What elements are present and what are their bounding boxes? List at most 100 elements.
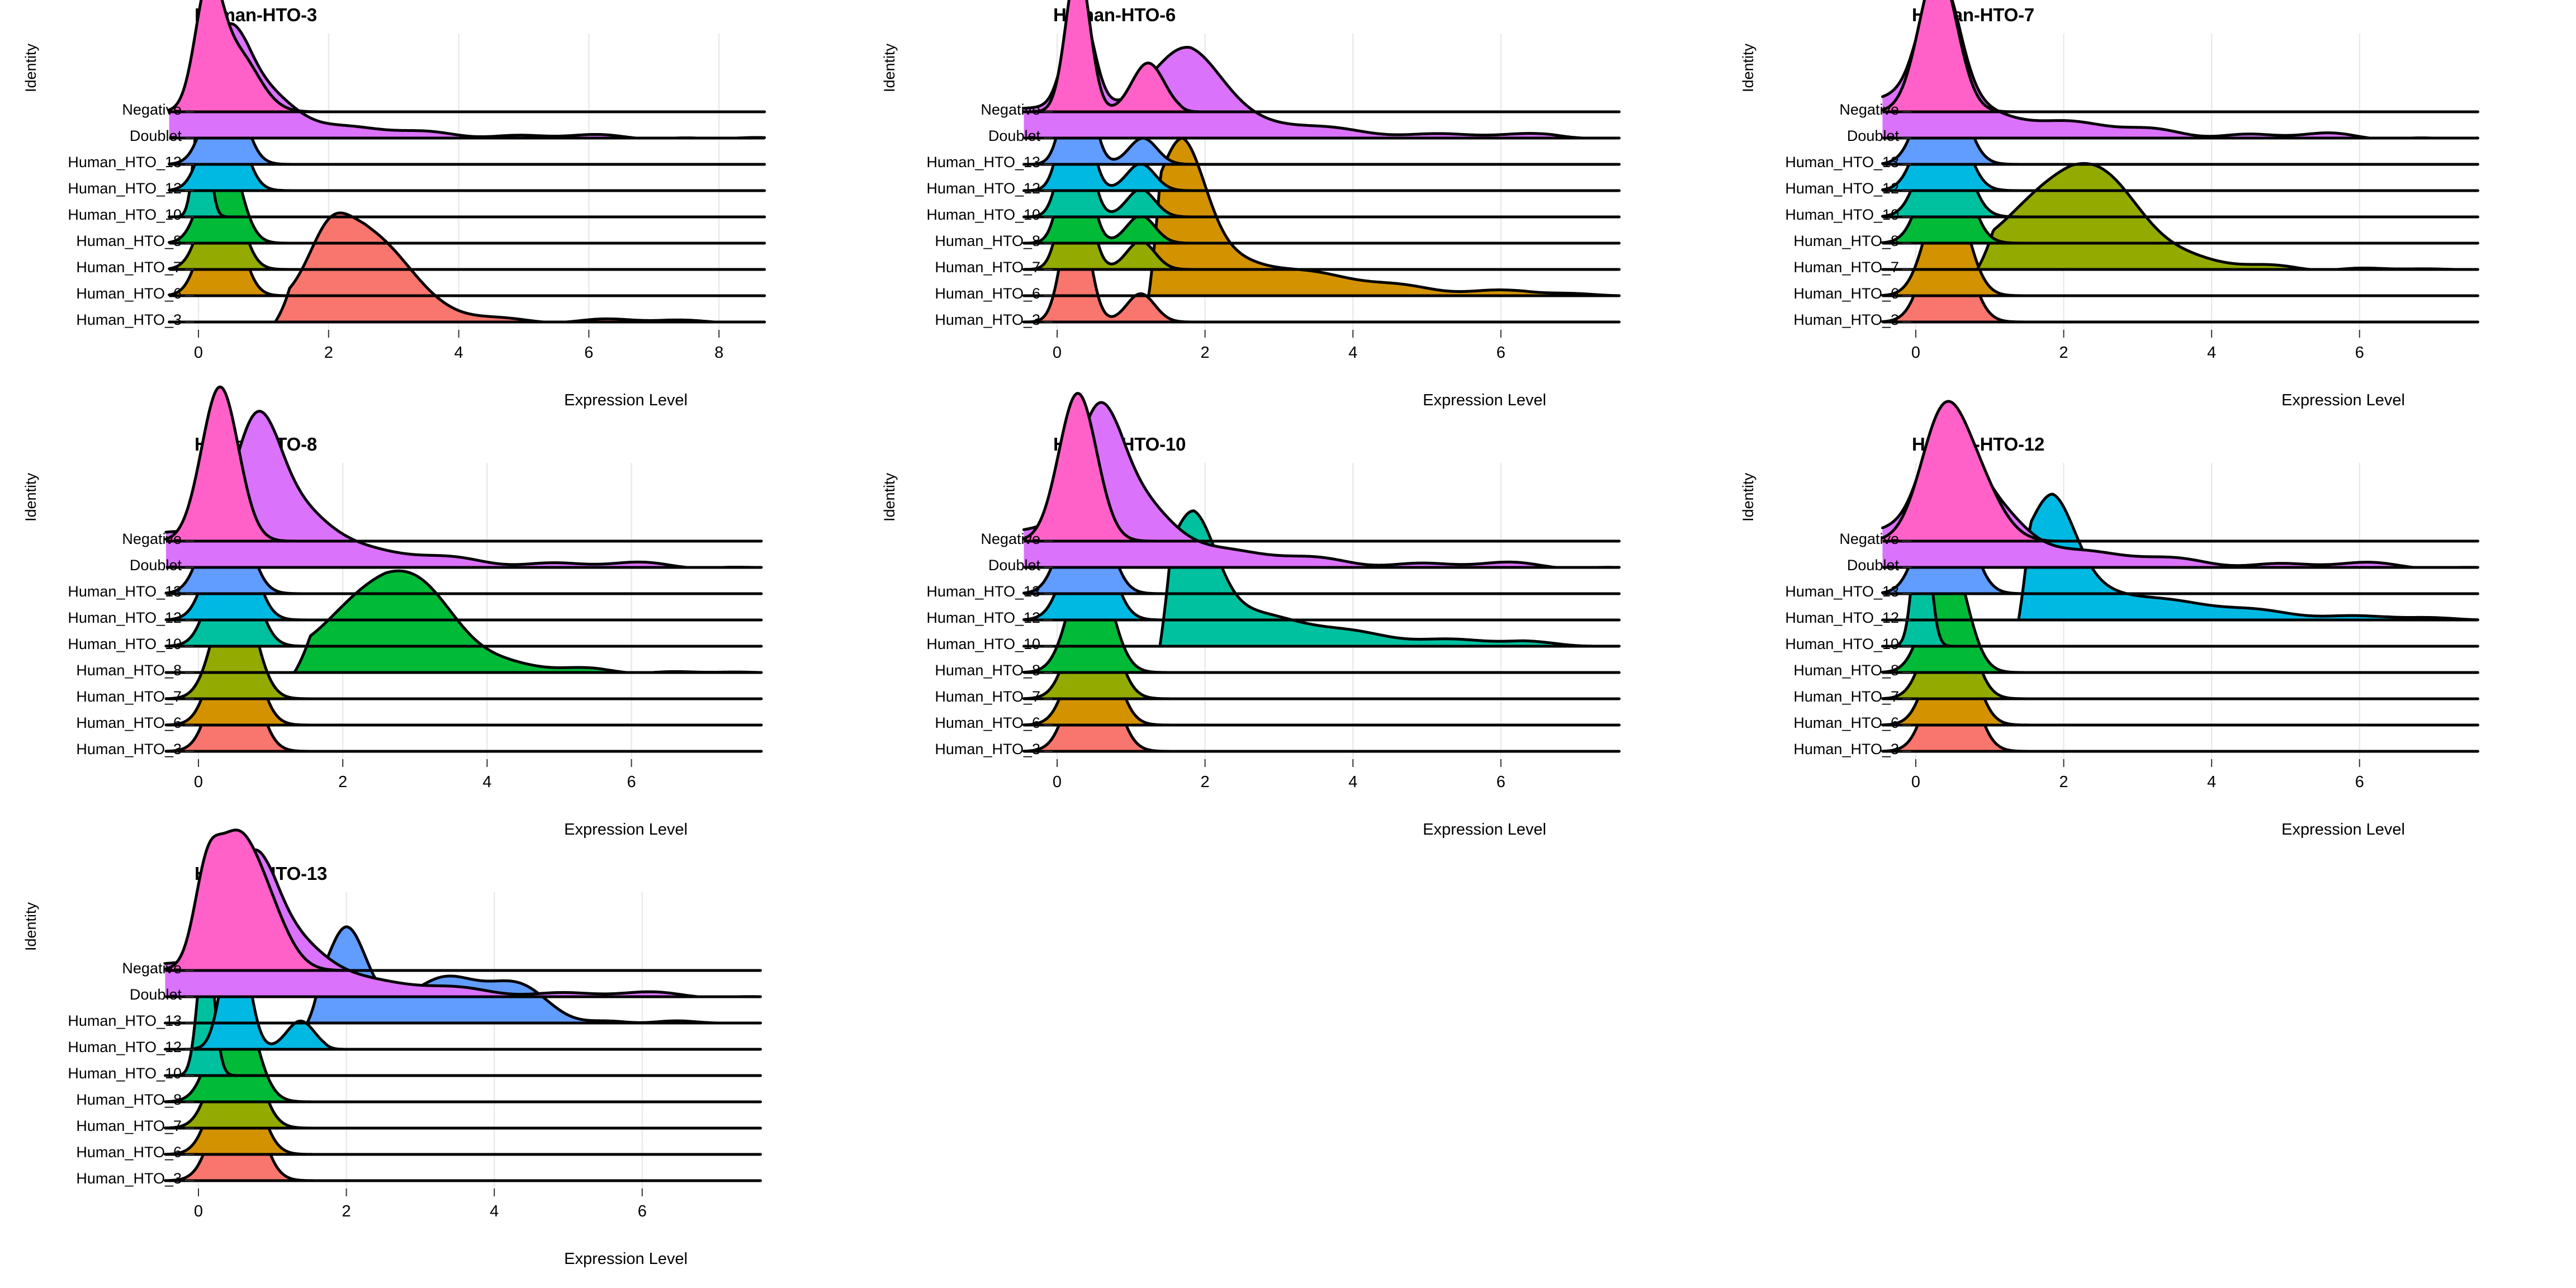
ridge-outline: [163, 975, 762, 1104]
y-tick-label: Human_HTO_6: [76, 714, 182, 731]
ridge-Human_HTO_10: [168, 90, 766, 219]
ridge-fill: [1024, 623, 1620, 751]
y-tick-label: Human_HTO_6: [935, 714, 1040, 731]
ridge-Doublet: [1022, 401, 1621, 569]
ridge-outline: [163, 828, 762, 972]
ridge-fill: [165, 1002, 761, 1128]
ridge-outline: [164, 385, 763, 543]
ridge-Doublet: [163, 848, 762, 998]
ridge-fill: [1882, 0, 2478, 138]
x-tick-label: 2: [2059, 773, 2068, 791]
x-tick-label: 2: [342, 1202, 351, 1220]
x-tick-label: 0: [194, 773, 203, 791]
ridge-outline: [164, 410, 763, 569]
x-tick-label: 2: [2059, 344, 2068, 362]
x-tick-label: 4: [1348, 344, 1357, 362]
x-tick-label: 0: [1053, 344, 1062, 362]
ridge-Human_HTO_3: [1022, 192, 1621, 324]
ridge-fill: [1024, 393, 1620, 541]
ridge-outline: [164, 569, 763, 674]
ridge-outline: [1022, 136, 1621, 297]
x-axis-label: Expression Level: [564, 391, 688, 409]
ridge-outline: [1022, 392, 1621, 543]
x-tick-label: 2: [1201, 773, 1210, 791]
y-tick-label: Human_HTO_8: [76, 233, 182, 249]
y-tick-label: Human_HTO_7: [76, 688, 182, 705]
y-tick-label: Human_HTO_3: [76, 741, 182, 757]
ridge-Negative: [1881, 400, 2479, 543]
ridge-panel: Human-HTO-6 Identity Expression Level Negat…: [859, 0, 1717, 429]
ridge-fill: [1024, 599, 1620, 725]
ridge-outline: [1022, 192, 1621, 324]
y-tick-label: Human_HTO_6: [76, 1144, 182, 1161]
ridge-outline: [168, 90, 766, 219]
ridge-panel: Human-HTO-8IdentityExpression LevelNegat…: [0, 385, 859, 859]
y-tick-label: Human_HTO_8: [76, 1091, 182, 1108]
ridge-outline: [1881, 198, 2479, 324]
ridge-fill: [165, 593, 761, 725]
ridge-Human_HTO_12: [1881, 493, 2479, 622]
ridge-outline: [1022, 67, 1621, 192]
ridge-panel: Human-HTO-3 Identity Expression Level Negat…: [0, 0, 859, 429]
x-axis-label: Expression Level: [2281, 821, 2405, 839]
plot-area: Negative Doublet Human_HTO_13 Human_HTO_12 H…: [1785, 400, 2479, 791]
y-tick-label: Human_HTO_13: [1785, 583, 1899, 600]
ridge-fill: [165, 1052, 761, 1181]
y-tick-label: Human_HTO_7: [76, 1117, 182, 1134]
y-tick-label: Human_HTO_10: [68, 206, 182, 223]
y-tick-label: Doublet: [1847, 127, 1900, 144]
x-axis-label: Expression Level: [564, 1250, 688, 1268]
ridge-fill: [1882, 0, 2478, 112]
ridge-fill: [1024, 138, 1620, 296]
plot-area: Negative Doublet Human_HTO_13 Human_HTO_12 H…: [1785, 0, 2479, 362]
ridge-fill: [165, 1029, 761, 1154]
ridge-Negative: [1881, 0, 2479, 113]
x-tick-label: 4: [2207, 344, 2216, 362]
x-tick-label: 6: [584, 344, 593, 362]
ridge-outline: [1881, 175, 2479, 297]
x-tick-label: 4: [490, 1202, 499, 1220]
ridge-outline: [1881, 494, 2479, 648]
y-tick-label: Human_HTO_10: [926, 206, 1040, 223]
plot-area: Negative Doublet Human_HTO_13 Human_HTO_12 H…: [926, 0, 1621, 362]
x-tick-label: 6: [1497, 344, 1505, 362]
y-tick-label: Negative: [981, 531, 1040, 547]
ridge-Human_HTO_12: [163, 919, 762, 1051]
y-tick-label: Human_HTO_6: [76, 285, 182, 302]
y-tick-label: Human_HTO_3: [1793, 311, 1899, 328]
ridge-outline: [163, 925, 762, 1025]
y-tick-label: Human_HTO_6: [1793, 285, 1899, 302]
x-tick-label: 4: [454, 344, 463, 362]
ridge-outline: [168, 77, 766, 192]
y-tick-label: Human_HTO_3: [1793, 741, 1899, 757]
ridge-outline: [1022, 460, 1621, 595]
ridge-Human_HTO_8: [163, 975, 762, 1104]
ridge-outline: [1881, 493, 2479, 622]
ridge-fill: [165, 926, 761, 1023]
ridge-fill: [1024, 0, 1620, 112]
ridge-outline: [1881, 44, 2479, 166]
y-tick-label: Human_HTO_12: [926, 609, 1040, 626]
ridge-outline: [1022, 493, 1621, 622]
x-axis-label: Expression Level: [1423, 821, 1546, 839]
x-tick-label: 6: [638, 1202, 647, 1220]
plot-area: Negative Doublet Human_HTO_13 Human_HTO_12 H…: [68, 0, 766, 362]
ridge-fill: [1024, 118, 1620, 243]
ridge-Human_HTO_8: [1022, 116, 1621, 245]
ridge-fill: [165, 850, 761, 997]
y-tick-label: Human_HTO_10: [926, 636, 1040, 652]
y-tick-label: Human_HTO_8: [1793, 662, 1899, 679]
y-tick-label: Human_HTO_13: [926, 154, 1040, 171]
ridge-outline: [164, 569, 763, 700]
ridge-fill: [165, 830, 761, 970]
ridge-outline: [168, 0, 766, 113]
ridge-fill: [1024, 193, 1620, 322]
y-tick-label: Negative: [122, 531, 182, 547]
ridge-fill: [1882, 599, 2478, 725]
y-tick-label: Human_HTO_8: [935, 233, 1040, 249]
plot-area: Negative Doublet Human_HTO_13 Human_HTO_12 H…: [926, 392, 1621, 791]
ridge-outline: [1022, 44, 1621, 166]
y-tick-label: Negative: [1839, 531, 1899, 547]
y-tick-label: Doublet: [988, 557, 1041, 574]
